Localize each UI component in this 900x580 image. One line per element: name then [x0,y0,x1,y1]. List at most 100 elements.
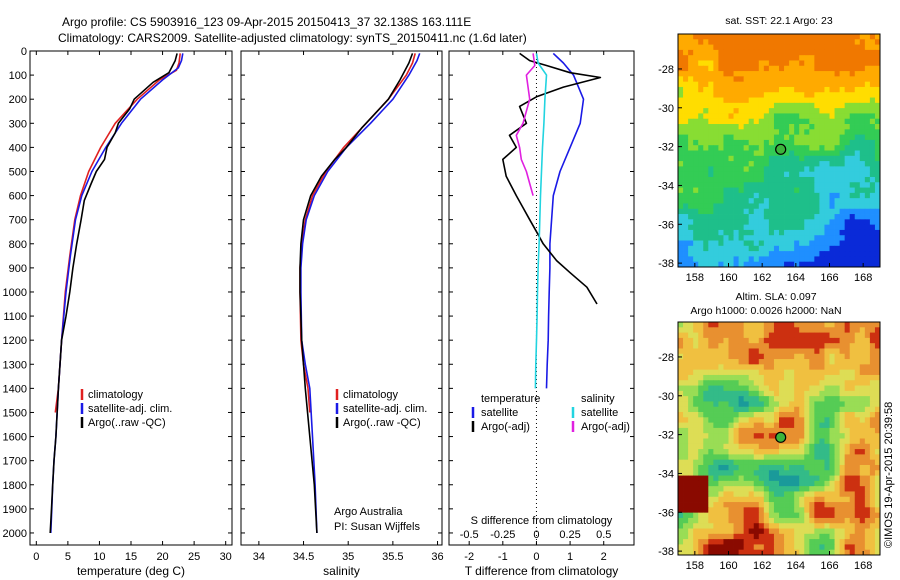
map-cell [708,449,714,455]
sla-map-subtitle: Argo h1000: 0.0026 h2000: NaN [690,305,841,317]
map-cell [693,374,699,381]
map-cell [703,203,709,210]
map-cell [748,533,755,540]
map-cell [713,443,719,450]
map-cell [804,422,810,429]
map-cell [789,145,795,151]
map-cell [758,496,765,503]
map-cell [869,480,876,487]
map-cell [693,251,699,257]
map-cell [758,118,765,125]
map-cell [748,502,755,508]
map-cell [814,327,820,333]
map-cell [784,198,790,204]
map-cell [763,422,770,429]
map-cell [789,322,795,328]
map-cell [703,145,709,151]
map-cell [763,528,770,535]
map-cell [768,512,775,519]
map-cell [819,118,825,125]
map-cell [869,427,876,434]
map-cell [869,92,876,98]
map-cell [819,198,825,204]
map-cell [829,496,835,503]
map-cell [703,245,709,252]
map-cell [703,327,709,333]
map-cell [819,44,825,51]
map-cell [829,86,835,93]
map-cell [733,459,739,466]
map-cell [854,502,861,508]
map-cell [829,353,835,360]
map-cell [758,343,765,349]
map-cell [854,76,861,83]
map-cell [864,464,871,471]
map-cell [718,327,724,333]
map-cell [844,108,851,114]
map-cell [773,240,780,247]
map-cell [713,533,719,540]
map-cell [753,150,760,157]
map-cell [763,187,770,194]
map-cell [834,65,840,72]
map-cell [804,502,810,508]
map-cell [844,491,851,498]
map-cell [753,528,760,535]
map-cell [839,198,846,204]
map-cell [814,380,820,386]
map-cell [683,129,689,136]
map-cell [703,507,709,514]
map-cell [768,496,775,503]
map-cell [874,219,881,226]
map-cell [768,171,775,178]
map-cell [829,124,835,130]
map-cell [784,353,790,360]
map-cell [768,39,775,45]
map-cell [703,422,709,429]
map-cell [789,433,795,439]
map-cell [839,422,846,429]
map-cell [703,71,709,77]
map-cell [799,486,805,492]
map-cell [794,486,800,492]
map-cell [683,528,689,535]
map-cell [758,396,765,402]
map-cell [718,187,724,194]
map-cell [688,134,694,141]
map-y-tick-label: -30 [658,391,674,403]
map-cell [708,544,714,551]
map-cell [779,139,785,146]
map-cell [789,337,795,344]
map-cell [789,539,795,545]
map-cell [763,55,770,61]
map-cell [829,145,835,151]
map-cell [819,245,825,252]
map-cell [763,261,770,268]
map-cell [809,533,815,540]
map-cell [799,412,805,418]
map-cell [683,240,689,247]
map-cell [799,219,805,226]
map-cell [874,517,881,524]
y-tick-label: 600 [9,191,27,203]
map-cell [809,224,815,231]
map-cell [723,240,729,247]
map-y-tick-label: -34 [658,468,674,480]
map-cell [703,412,709,418]
map-cell [794,150,800,157]
map-cell [799,502,805,508]
map-cell [809,454,815,461]
map-cell [824,256,830,263]
map-cell [799,364,805,371]
map-cell [753,374,760,381]
map-cell [794,470,800,476]
map-cell [703,475,709,482]
map-cell [809,353,815,360]
map-cell [854,523,861,529]
map-cell [859,219,866,226]
map-cell [738,322,745,328]
map-cell [799,240,805,247]
map-cell [864,219,871,226]
map-cell [804,76,810,83]
map-cell [768,76,775,83]
